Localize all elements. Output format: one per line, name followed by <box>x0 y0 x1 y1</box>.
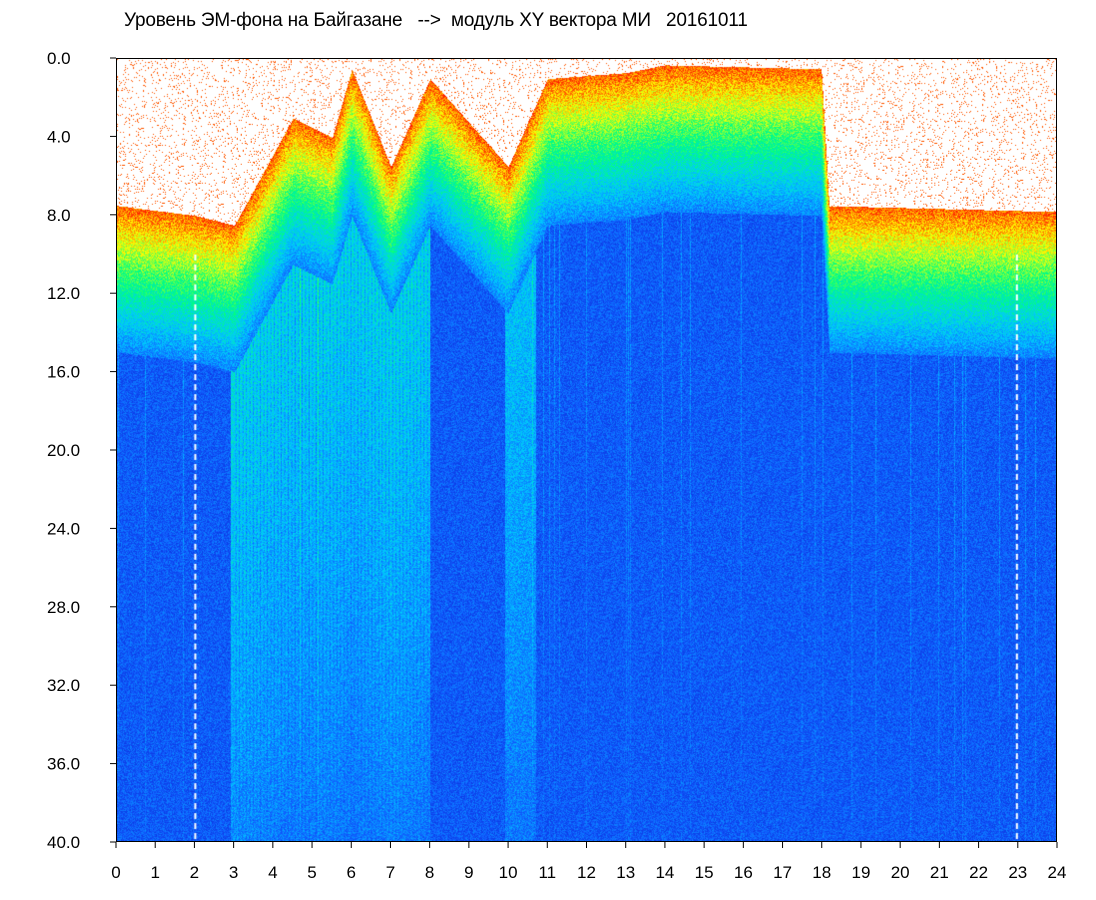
y-tick-label: 32.0 <box>47 676 80 695</box>
x-tick-label: 23 <box>1008 863 1027 882</box>
x-tick-label: 13 <box>616 863 635 882</box>
y-tick-label: 0.0 <box>47 49 71 68</box>
x-tick-label: 17 <box>773 863 792 882</box>
x-axis: 0 1 2 3 4 5 6 7 8 9 10 11 12 13 14 15 16 17 18 19 20 21 22 23 24 <box>111 842 1066 882</box>
x-tick-label: 12 <box>577 863 596 882</box>
x-tick-label: 19 <box>851 863 870 882</box>
x-tick-label: 24 <box>1048 863 1067 882</box>
x-tick-label: 14 <box>655 863 674 882</box>
x-tick-label: 8 <box>425 863 434 882</box>
x-tick-label: 1 <box>150 863 159 882</box>
y-axis: 0.0 4.0 8.0 12.0 16.0 20.0 24.0 28.0 32.0 36.0 40.… <box>47 49 116 852</box>
y-tick-label: 24.0 <box>47 519 80 538</box>
x-tick-label: 22 <box>969 863 988 882</box>
chart-title: Уровень ЭМ-фона на Байгазане --> модуль … <box>124 10 748 31</box>
x-tick-label: 0 <box>111 863 120 882</box>
spectrogram-plot-area <box>116 58 1057 842</box>
y-tick-label: 36.0 <box>47 755 80 774</box>
x-tick-label: 2 <box>190 863 199 882</box>
x-tick-label: 7 <box>386 863 395 882</box>
x-tick-label: 20 <box>891 863 910 882</box>
x-tick-label: 6 <box>347 863 356 882</box>
y-tick-label: 40.0 <box>47 833 80 852</box>
x-tick-label: 9 <box>464 863 473 882</box>
x-tick-label: 15 <box>695 863 714 882</box>
x-tick-label: 10 <box>499 863 518 882</box>
x-tick-label: 16 <box>734 863 753 882</box>
x-tick-label: 21 <box>930 863 949 882</box>
y-tick-label: 28.0 <box>47 598 80 617</box>
x-tick-label: 3 <box>229 863 238 882</box>
x-tick-label: 11 <box>538 863 556 882</box>
y-tick-label: 20.0 <box>47 441 80 460</box>
y-tick-label: 16.0 <box>47 363 80 382</box>
x-tick-label: 4 <box>268 863 277 882</box>
y-tick-label: 12.0 <box>47 284 80 303</box>
y-tick-label: 8.0 <box>47 206 71 225</box>
spectrogram-heatmap <box>117 59 1056 841</box>
x-tick-label: 5 <box>307 863 316 882</box>
y-tick-label: 4.0 <box>47 127 71 146</box>
x-tick-label: 18 <box>812 863 831 882</box>
